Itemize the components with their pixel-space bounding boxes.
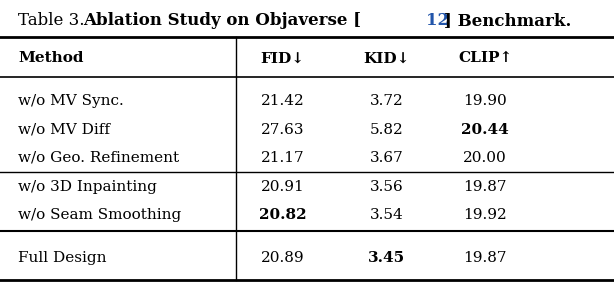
Text: w/o Seam Smoothing: w/o Seam Smoothing [18,208,182,222]
Text: 20.82: 20.82 [258,208,306,222]
Text: 5.82: 5.82 [370,123,403,137]
Text: w/o MV Diff: w/o MV Diff [18,123,111,137]
Text: FID↓: FID↓ [260,51,305,65]
Text: 21.42: 21.42 [260,94,305,108]
Text: w/o Geo. Refinement: w/o Geo. Refinement [18,151,179,165]
Text: Ablation Study on Objaverse [: Ablation Study on Objaverse [ [83,12,361,29]
Text: 19.92: 19.92 [463,208,507,222]
Text: Table 3.: Table 3. [18,12,95,29]
Text: 3.56: 3.56 [370,180,403,194]
Text: w/o MV Sync.: w/o MV Sync. [18,94,124,108]
Text: KID↓: KID↓ [363,51,410,65]
Text: 21.17: 21.17 [260,151,305,165]
Text: 19.90: 19.90 [463,94,507,108]
Text: 3.54: 3.54 [370,208,403,222]
Text: CLIP↑: CLIP↑ [458,51,512,65]
Text: 20.91: 20.91 [260,180,305,194]
Text: Method: Method [18,51,84,65]
Text: 19.87: 19.87 [464,251,507,265]
Text: 20.44: 20.44 [461,123,509,137]
Text: 20.89: 20.89 [260,251,305,265]
Text: Full Design: Full Design [18,251,107,265]
Text: ] Benchmark.: ] Benchmark. [444,12,571,29]
Text: 12: 12 [426,12,449,29]
Text: w/o 3D Inpainting: w/o 3D Inpainting [18,180,157,194]
Text: 3.72: 3.72 [370,94,403,108]
Text: 20.00: 20.00 [463,151,507,165]
Text: 19.87: 19.87 [464,180,507,194]
Text: 3.45: 3.45 [368,251,405,265]
Text: 3.67: 3.67 [370,151,403,165]
Text: 27.63: 27.63 [261,123,304,137]
